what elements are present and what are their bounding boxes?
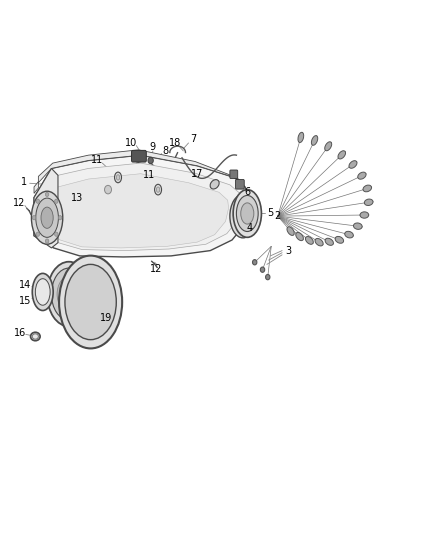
FancyBboxPatch shape xyxy=(230,170,238,179)
Text: 16: 16 xyxy=(14,328,26,338)
Text: 12: 12 xyxy=(150,264,162,274)
Ellipse shape xyxy=(305,237,313,244)
Text: 5: 5 xyxy=(267,208,273,219)
Text: 7: 7 xyxy=(190,134,196,144)
Ellipse shape xyxy=(325,142,332,151)
Ellipse shape xyxy=(335,237,343,243)
Text: 11: 11 xyxy=(143,171,155,180)
Text: 8: 8 xyxy=(163,146,169,156)
Circle shape xyxy=(265,274,270,280)
Ellipse shape xyxy=(115,172,121,183)
Text: 2: 2 xyxy=(275,211,281,221)
Text: 10: 10 xyxy=(124,139,137,149)
Polygon shape xyxy=(34,168,58,248)
Circle shape xyxy=(36,199,39,204)
Ellipse shape xyxy=(358,172,366,179)
Circle shape xyxy=(55,199,58,204)
Ellipse shape xyxy=(31,332,40,341)
Ellipse shape xyxy=(59,256,122,349)
Ellipse shape xyxy=(360,212,369,218)
Ellipse shape xyxy=(349,160,357,168)
Text: 14: 14 xyxy=(19,280,32,290)
Text: 11: 11 xyxy=(91,156,103,165)
Ellipse shape xyxy=(47,262,91,326)
Ellipse shape xyxy=(338,151,346,159)
Ellipse shape xyxy=(233,190,261,237)
Circle shape xyxy=(148,157,153,164)
Ellipse shape xyxy=(65,264,116,340)
Ellipse shape xyxy=(32,273,53,311)
Ellipse shape xyxy=(298,132,304,142)
Circle shape xyxy=(36,232,39,236)
Ellipse shape xyxy=(57,277,81,312)
Circle shape xyxy=(46,239,49,243)
Text: 19: 19 xyxy=(100,313,112,323)
Circle shape xyxy=(260,267,265,272)
Circle shape xyxy=(55,232,58,236)
Ellipse shape xyxy=(32,191,63,244)
Circle shape xyxy=(58,216,62,220)
Ellipse shape xyxy=(353,223,362,229)
Circle shape xyxy=(46,192,49,197)
FancyBboxPatch shape xyxy=(131,150,146,162)
Circle shape xyxy=(105,185,112,194)
Ellipse shape xyxy=(315,238,323,246)
Circle shape xyxy=(253,260,257,265)
Ellipse shape xyxy=(311,135,318,146)
Ellipse shape xyxy=(234,201,252,231)
Ellipse shape xyxy=(210,180,219,189)
Ellipse shape xyxy=(41,207,53,228)
Text: 3: 3 xyxy=(286,246,292,256)
Ellipse shape xyxy=(345,231,353,238)
Ellipse shape xyxy=(363,185,371,192)
Ellipse shape xyxy=(32,334,39,339)
Ellipse shape xyxy=(287,227,294,236)
Ellipse shape xyxy=(51,268,86,320)
Text: 13: 13 xyxy=(71,192,84,203)
Text: 18: 18 xyxy=(169,139,181,149)
Ellipse shape xyxy=(237,196,258,231)
Ellipse shape xyxy=(325,238,333,245)
Text: 4: 4 xyxy=(247,223,253,233)
Ellipse shape xyxy=(35,279,50,305)
Ellipse shape xyxy=(296,232,304,240)
Ellipse shape xyxy=(230,195,256,238)
Text: 6: 6 xyxy=(244,187,251,197)
Ellipse shape xyxy=(156,187,160,192)
Text: 17: 17 xyxy=(191,169,203,179)
Text: 9: 9 xyxy=(150,142,156,152)
Polygon shape xyxy=(34,155,250,257)
Ellipse shape xyxy=(155,184,162,195)
Ellipse shape xyxy=(36,198,58,237)
Ellipse shape xyxy=(116,175,120,180)
Text: 1: 1 xyxy=(21,176,27,187)
Ellipse shape xyxy=(241,203,254,224)
Text: 12: 12 xyxy=(13,198,25,208)
FancyBboxPatch shape xyxy=(236,180,244,189)
Ellipse shape xyxy=(364,199,373,206)
Polygon shape xyxy=(40,163,242,251)
Text: 15: 15 xyxy=(19,296,32,306)
Polygon shape xyxy=(34,150,243,193)
Polygon shape xyxy=(45,174,229,248)
Circle shape xyxy=(32,216,36,220)
